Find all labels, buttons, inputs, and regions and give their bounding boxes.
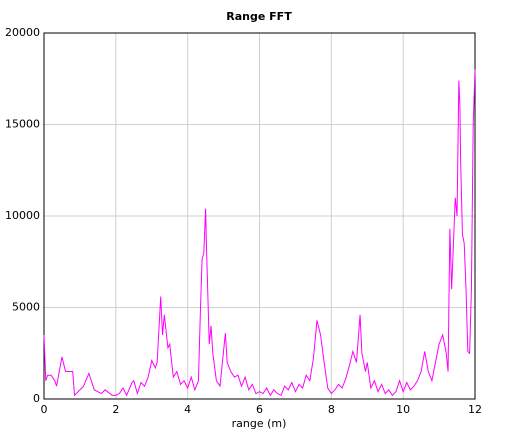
x-tick-label: 6 — [256, 403, 263, 416]
chart-title: Range FFT — [226, 10, 292, 23]
data-line — [43, 69, 476, 397]
y-tick-label: 20000 — [5, 26, 40, 39]
y-tick-label: 5000 — [12, 301, 40, 314]
x-tick-label: 4 — [184, 403, 191, 416]
x-axis-label: range (m) — [232, 417, 287, 430]
y-tick-label: 0 — [33, 392, 40, 405]
x-tick-label: 10 — [396, 403, 410, 416]
x-tick-label: 0 — [41, 403, 48, 416]
y-tick-label: 10000 — [5, 209, 40, 222]
x-tick-label: 8 — [328, 403, 335, 416]
y-tick-label: 15000 — [5, 118, 40, 131]
x-tick-label: 12 — [468, 403, 482, 416]
plot-frame — [43, 32, 476, 400]
x-tick-label: 2 — [112, 403, 119, 416]
